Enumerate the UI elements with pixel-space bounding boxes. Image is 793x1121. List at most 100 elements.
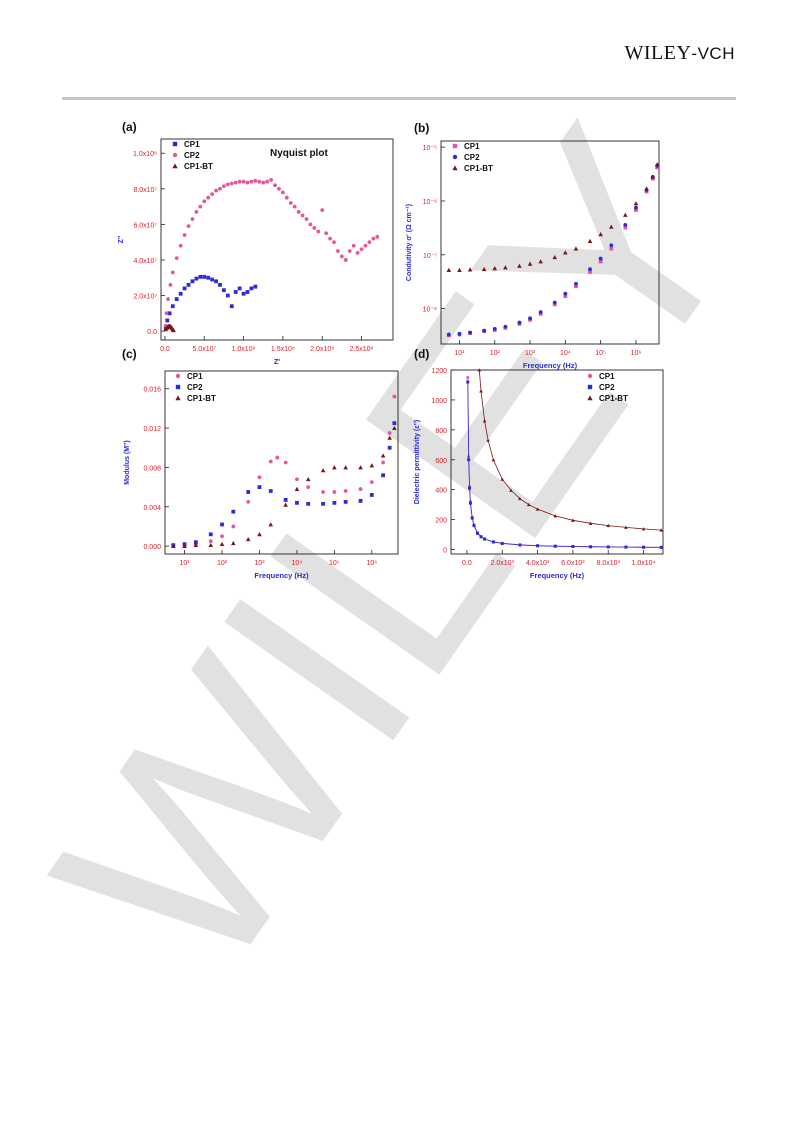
panel-c-point (332, 500, 337, 505)
panel-a-point (308, 222, 313, 227)
panel-d-ytick-label: 600 (435, 458, 447, 465)
panel-d-point (526, 502, 531, 507)
panel-a-point (296, 210, 301, 214)
panel-a-xtick-label: 0.0 (160, 346, 170, 353)
panel-a-point (237, 179, 242, 184)
panel-c-point (332, 490, 337, 494)
panel-c-xtick-label: 10³ (254, 560, 265, 567)
panel-c-point (321, 490, 326, 494)
panel-c-point (358, 465, 363, 470)
panel-c-point (369, 463, 375, 468)
panel-b-ytick-label: 10⁻⁵ (423, 145, 437, 152)
panel-b-point (492, 266, 498, 271)
panel-a-point (165, 318, 170, 323)
panel-c-legend-marker (175, 384, 181, 390)
panel-b-point (609, 246, 614, 251)
panel-d-ytick-label: 0 (443, 548, 447, 555)
panel-a-point (178, 291, 183, 296)
panel-a-title: Nyquist plot (270, 148, 328, 159)
panel-a-ytick-label: 6.0x10⁷ (133, 222, 157, 229)
panel-b-point (650, 174, 656, 179)
panel-b-point (517, 263, 522, 268)
panel-a-point (178, 243, 183, 248)
panel-b-frame (440, 140, 660, 345)
panel-d-point (571, 518, 575, 522)
panel-d-legend-label: CP1 (599, 372, 615, 381)
panel-a-legend-label: CP1-BT (184, 162, 213, 171)
publisher-suffix: VCH (697, 44, 735, 63)
panel-c-ytick-label: 0.004 (143, 505, 161, 512)
panel-c-point (171, 543, 176, 549)
panel-d-point (483, 537, 487, 541)
panel-a-ytick-label: 4.0x10⁷ (133, 258, 157, 265)
panel-c-point (369, 493, 374, 497)
panel-d-frame (450, 369, 664, 555)
panel-b-point (587, 238, 593, 243)
panel-a-ytick-label: 0.0 (147, 329, 157, 336)
panel-c-ylabel: Modulus (M'') (124, 440, 131, 485)
panel-c-point (268, 489, 273, 493)
panel-a-point (265, 179, 270, 184)
panel-c-label: (c) (122, 347, 137, 361)
panel-c-point (305, 476, 311, 482)
panel-c-point (283, 460, 288, 465)
panel-c-point (208, 532, 213, 537)
panel-d-legend-marker (587, 395, 593, 401)
panel-a-legend-marker (172, 141, 178, 147)
panel-c-point (257, 475, 262, 480)
panel-c-point (392, 394, 397, 399)
panel-b-legend-label: CP1-BT (464, 164, 493, 173)
panel-c-point (268, 522, 274, 527)
panel-b-point (574, 284, 578, 289)
panel-a-point (206, 195, 211, 200)
panel-c-point (219, 541, 225, 547)
panel-a-point (375, 234, 380, 239)
panel-d-point (477, 368, 482, 372)
panel-a-point (280, 190, 285, 195)
publisher-sep: - (691, 44, 698, 63)
panel-a-point (284, 195, 289, 200)
panel-b-point (517, 320, 522, 325)
panel-a-ytick-label: 2.0x10⁷ (133, 294, 157, 301)
panel-b-point (588, 270, 592, 274)
panel-a-point (320, 208, 325, 213)
panel-b-point (481, 266, 487, 272)
panel-a-point (347, 249, 352, 253)
panel-a-legend-label: CP1 (184, 140, 200, 149)
publisher-logo: WILEY-VCH (625, 42, 736, 65)
panel-d-point (659, 528, 664, 532)
panel-d-point (624, 525, 628, 529)
panel-a-ylabel: Z'' (118, 235, 125, 243)
panel-a-point (245, 290, 250, 294)
panel-b-legend-label: CP1 (464, 142, 480, 151)
panel-b-point (563, 250, 568, 255)
panel-a-point (222, 184, 226, 189)
panel-b-point (538, 259, 543, 264)
panel-c-point (332, 465, 337, 470)
panel-d-xlabel: Frequency (Hz) (530, 571, 585, 580)
panel-a-frame (160, 138, 394, 341)
panel-c-ytick-label: 0.008 (143, 465, 161, 472)
panel-b-point (492, 326, 497, 331)
panel-b-xtick-label: 10⁴ (560, 350, 571, 357)
panel-a-point (253, 284, 258, 289)
panel-d-series-line (467, 377, 662, 548)
panel-a-ytick-label: 8.0x10⁷ (133, 187, 157, 194)
panel-a-point (186, 224, 191, 229)
panel-c-point (275, 455, 280, 460)
panel-d-ylabel: Dielectric permittivity (ε'') (414, 420, 421, 504)
panel-a-point (328, 236, 332, 241)
panel-a-point (277, 186, 281, 191)
panel-a-point (218, 186, 222, 191)
panel-b-point (527, 261, 533, 266)
panel-d-ytick-label: 1200 (431, 368, 447, 375)
panel-b-point (538, 310, 543, 315)
panel-d-point (466, 380, 470, 384)
panel-c-point (220, 534, 224, 539)
panel-a-point (210, 277, 215, 282)
panel-c-frame (164, 370, 399, 555)
panel-d-point (476, 531, 479, 535)
panel-a-point (190, 279, 195, 284)
panel-c-point (182, 543, 187, 549)
